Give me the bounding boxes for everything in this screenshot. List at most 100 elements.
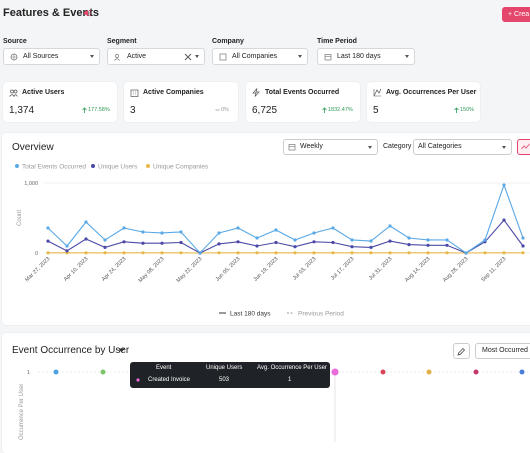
data-point bbox=[65, 244, 68, 247]
data-point bbox=[350, 245, 353, 248]
sort-button[interactable]: Most Occurred bbox=[475, 343, 530, 359]
tooltip-header: Event bbox=[156, 365, 171, 371]
y-axis-label: Occurrence Per User bbox=[19, 384, 25, 440]
tooltip: Event Unique Users Avg. Occurrence Per U… bbox=[130, 362, 330, 388]
x-tick-label: Jul 03, 2023 bbox=[292, 256, 317, 281]
x-tick-label: Aug 14, 2023 bbox=[404, 256, 431, 283]
data-point bbox=[46, 251, 49, 254]
data-point bbox=[369, 246, 372, 249]
occurrence-title[interactable]: Event Occurrence by User bbox=[12, 345, 129, 356]
x-tick-label: May 22, 2023 bbox=[176, 256, 204, 284]
data-point bbox=[312, 231, 315, 234]
data-point bbox=[331, 251, 334, 254]
x-tick-label: Aug 28, 2023 bbox=[442, 256, 469, 283]
data-point bbox=[160, 251, 163, 254]
data-point bbox=[312, 240, 315, 243]
data-point bbox=[426, 251, 429, 254]
page: { "header": {"title": "Features & Events… bbox=[0, 0, 530, 442]
data-point bbox=[331, 241, 334, 244]
data-point bbox=[407, 236, 410, 239]
series-line bbox=[48, 220, 523, 253]
data-point bbox=[521, 251, 524, 254]
edit-button[interactable] bbox=[453, 343, 470, 359]
y-tick-label: 1,000 bbox=[24, 181, 38, 187]
data-point bbox=[103, 251, 106, 254]
data-point bbox=[141, 251, 144, 254]
data-point bbox=[407, 243, 410, 246]
data-point bbox=[122, 240, 125, 243]
category-dropdown[interactable]: All Categories bbox=[413, 139, 512, 155]
tooltip-header: Avg. Occurrence Per User bbox=[257, 365, 327, 371]
scatter-point bbox=[332, 369, 339, 376]
data-point bbox=[388, 224, 391, 227]
tooltip-dot bbox=[136, 378, 140, 382]
data-point bbox=[65, 249, 68, 252]
data-point bbox=[388, 240, 391, 243]
period-label: Last 180 days bbox=[230, 311, 271, 318]
data-point bbox=[122, 251, 125, 254]
y-tick-label: 0 bbox=[35, 251, 38, 257]
legend-swatch bbox=[15, 164, 19, 168]
data-point bbox=[464, 251, 467, 254]
data-point bbox=[445, 251, 448, 254]
legend-swatch bbox=[146, 164, 150, 168]
data-point bbox=[445, 238, 448, 241]
period-label: Previous Period bbox=[298, 311, 344, 318]
data-point bbox=[388, 251, 391, 254]
interval-dropdown[interactable]: Weekly bbox=[283, 139, 378, 155]
data-point bbox=[331, 226, 334, 229]
data-point bbox=[84, 237, 87, 240]
data-point bbox=[521, 236, 524, 239]
scatter-point bbox=[101, 370, 106, 375]
line-chart-icon bbox=[521, 143, 530, 151]
data-point bbox=[274, 241, 277, 244]
data-point bbox=[350, 251, 353, 254]
category-value: All Categories bbox=[418, 143, 462, 150]
tooltip-cell: 1 bbox=[288, 377, 291, 383]
title-caret[interactable] bbox=[118, 348, 125, 353]
data-point bbox=[274, 251, 277, 254]
data-point bbox=[46, 226, 49, 229]
tooltip-header: Unique Users bbox=[206, 365, 242, 371]
data-point bbox=[141, 242, 144, 245]
data-point bbox=[179, 251, 182, 254]
legend-label: Total Events Occurred bbox=[22, 164, 86, 171]
scatter-point bbox=[520, 370, 525, 375]
chart-type-button[interactable] bbox=[517, 139, 530, 155]
data-point bbox=[483, 251, 486, 254]
scatter-point bbox=[474, 370, 479, 375]
data-point bbox=[426, 244, 429, 247]
tooltip-cell: Created Invoice bbox=[148, 377, 190, 383]
x-tick-label: Apr 10, 2023 bbox=[63, 256, 90, 283]
data-point bbox=[236, 226, 239, 229]
data-point bbox=[445, 244, 448, 247]
data-point bbox=[198, 251, 201, 254]
data-point bbox=[217, 231, 220, 234]
data-point bbox=[179, 230, 182, 233]
x-tick-label: Mar 27, 2023 bbox=[24, 256, 51, 283]
x-tick-label: May 08, 2023 bbox=[138, 256, 166, 284]
data-point bbox=[141, 230, 144, 233]
overview-title: Overview bbox=[12, 142, 54, 153]
sort-value: Most Occurred bbox=[482, 347, 528, 354]
data-point bbox=[502, 183, 505, 186]
data-point bbox=[293, 251, 296, 254]
legend-label: Unique Companies bbox=[153, 164, 209, 171]
data-point bbox=[160, 231, 163, 234]
data-point bbox=[179, 241, 182, 244]
data-point bbox=[483, 238, 486, 241]
data-point bbox=[217, 251, 220, 254]
data-point bbox=[84, 220, 87, 223]
x-tick-label: Sep 11, 2023 bbox=[480, 256, 507, 283]
data-point bbox=[255, 244, 258, 247]
data-point bbox=[255, 236, 258, 239]
data-point bbox=[274, 228, 277, 231]
data-point bbox=[103, 238, 106, 241]
y-tick-label: 1 bbox=[27, 370, 30, 376]
x-tick-label: Jul 17, 2023 bbox=[330, 256, 355, 281]
data-point bbox=[521, 244, 524, 247]
data-point bbox=[103, 246, 106, 249]
data-point bbox=[502, 219, 505, 222]
data-point bbox=[236, 251, 239, 254]
calendar-icon bbox=[288, 143, 296, 151]
